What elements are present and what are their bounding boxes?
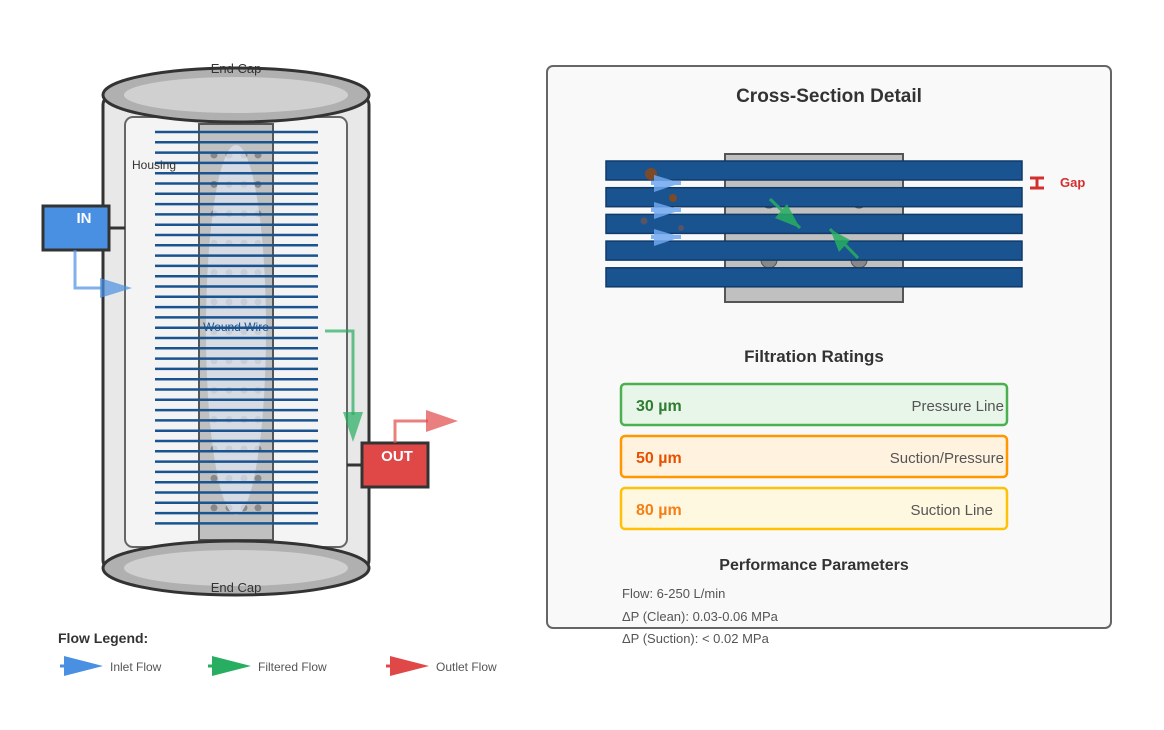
rating-usage: Suction Line [910,502,993,519]
rating-value: 50 µm [636,450,682,467]
rating-value: 80 µm [636,502,682,519]
outlet-label: OUT [381,448,413,465]
outlet-arrowhead [426,410,458,432]
bottom-cap-label: End Cap [211,580,262,595]
perforation-hole [210,474,218,482]
svg-text:Inlet Flow: Inlet Flow [110,660,162,674]
performance-title: Performance Parameters [719,557,909,574]
perf-dp-suction: ΔP (Suction): < 0.02 MPa [622,631,770,646]
perf-dp-clean: ΔP (Clean): 0.03-0.06 MPa [622,609,779,624]
filtered-flow-arrow [325,329,355,415]
perforation-hole [254,474,262,482]
wire-section [605,186,1023,208]
flow-region [206,145,266,515]
rating-item: 30 µm Pressure Line [619,382,1009,427]
housing-label: Housing [132,158,176,172]
wire-section [605,240,1023,261]
rating-usage: Suction/Pressure [890,450,1004,467]
legend-outlet: Outlet Flow [386,656,497,676]
legend-inlet: Inlet Flow [60,656,162,676]
perforation-hole [210,504,218,512]
perf-flow: Flow: 6-250 L/min [622,586,725,601]
bottom-cap-face [124,550,348,586]
rating-usage: Pressure Line [911,398,1004,415]
svg-text:Filtered Flow: Filtered Flow [258,660,327,674]
wire-section [605,213,1023,235]
cross-section-wires [605,160,1023,288]
ratings-title: Filtration Ratings [744,347,884,366]
legend-title: Flow Legend: [58,630,148,646]
ratings-list: 30 µm Pressure Line 50 µm Suction/Pressure 8… [619,382,1009,531]
cross-section-title: Cross-Section Detail [736,86,922,107]
top-cap-face [124,77,348,113]
svg-text:Outlet Flow: Outlet Flow [436,660,497,674]
inlet-flow-arrow [73,250,102,290]
rating-item: 50 µm Suction/Pressure [619,434,1009,479]
inlet-flow-arrows [651,175,681,246]
wire-section [605,267,1023,288]
inlet-label: IN [77,210,92,227]
rating-item: 80 µm Suction Line [619,486,1009,531]
contaminant-particles [640,168,684,231]
rating-value: 30 µm [636,398,682,415]
filtered-arrowhead [343,412,363,442]
gap-label: Gap [1060,175,1085,190]
element-label: Wound Wire [203,320,269,334]
wound-wire-coils [155,130,318,525]
filtered-flow-arrows [768,197,860,260]
outlet-flow-arrow [393,419,428,443]
top-cap-label: End Cap [211,61,262,76]
wire-section [605,160,1023,181]
gap-indicator: Gap [1030,175,1085,190]
perforation-hole [254,504,262,512]
legend-filtered: Filtered Flow [208,656,327,676]
inlet-arrowhead [100,278,132,298]
